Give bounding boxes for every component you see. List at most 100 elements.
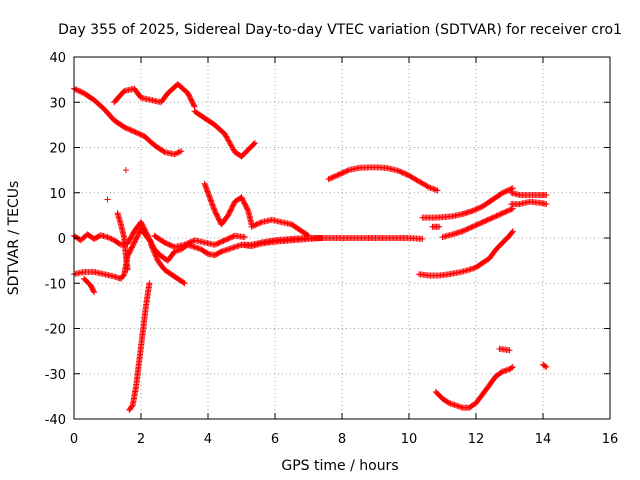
y-axis-label: SDTVAR / TECUs xyxy=(6,181,22,296)
x-tick-label: 4 xyxy=(204,432,212,447)
data-point xyxy=(174,150,181,157)
data-point xyxy=(497,211,504,218)
data-point xyxy=(167,242,174,249)
data-point xyxy=(248,223,255,230)
chart-title: Day 355 of 2025, Sidereal Day-to-day VTE… xyxy=(58,22,622,38)
data-point xyxy=(333,172,340,179)
data-point xyxy=(463,226,470,233)
data-point xyxy=(217,238,224,245)
data-point xyxy=(339,169,346,176)
data-point xyxy=(479,219,486,226)
data-point xyxy=(416,178,423,185)
data-point xyxy=(507,186,514,193)
data-point xyxy=(329,174,336,181)
data-point xyxy=(412,176,419,183)
data-point xyxy=(470,207,477,214)
data-point xyxy=(254,220,261,227)
data-point xyxy=(506,207,513,214)
data-point xyxy=(434,187,441,194)
data-point xyxy=(436,223,443,230)
data-point xyxy=(153,254,160,261)
data-point xyxy=(509,229,516,236)
data-point xyxy=(331,173,338,180)
data-point xyxy=(138,132,145,139)
data-point xyxy=(502,208,509,215)
data-point xyxy=(406,172,412,179)
data-point xyxy=(487,215,494,222)
data-point xyxy=(105,234,112,241)
data-point xyxy=(543,192,550,199)
y-tick-labels: 40 30 20 10 0 -10 -20 -30 -40 xyxy=(45,51,66,428)
data-point xyxy=(223,133,230,140)
data-point xyxy=(251,222,258,229)
data-point xyxy=(472,206,479,213)
data-point xyxy=(122,167,129,174)
data-point xyxy=(180,279,187,286)
data-point xyxy=(334,172,341,179)
data-point xyxy=(126,126,133,133)
data-point xyxy=(171,151,178,158)
data-point xyxy=(326,175,333,182)
data-point xyxy=(172,150,179,157)
data-point xyxy=(404,171,411,178)
data-point xyxy=(120,272,127,279)
data-point xyxy=(477,220,484,227)
data-point xyxy=(335,171,342,178)
data-point xyxy=(77,88,84,95)
y-tick-label: -40 xyxy=(45,413,66,428)
data-point xyxy=(152,252,159,259)
data-point xyxy=(178,148,185,155)
data-point xyxy=(147,238,154,245)
x-tick-label: 16 xyxy=(602,432,619,447)
data-point xyxy=(168,242,175,249)
data-point xyxy=(226,139,233,146)
data-point xyxy=(473,221,480,228)
data-point xyxy=(417,179,424,186)
data-point xyxy=(427,184,434,191)
data-point xyxy=(149,244,156,251)
data-point xyxy=(462,227,469,234)
data-point xyxy=(108,235,115,242)
data-point xyxy=(414,177,421,184)
x-tick-label: 6 xyxy=(271,432,279,447)
data-point xyxy=(475,220,482,227)
data-point xyxy=(189,238,196,245)
x-tick-label: 10 xyxy=(401,432,418,447)
data-point xyxy=(133,129,140,136)
data-point xyxy=(338,170,345,177)
data-point xyxy=(226,138,233,145)
data-point xyxy=(421,181,428,188)
data-point xyxy=(229,233,236,240)
data-point xyxy=(341,168,348,175)
x-tick-label: 8 xyxy=(338,432,346,447)
data-point xyxy=(135,130,142,137)
data-point xyxy=(473,206,480,213)
data-point xyxy=(403,171,410,178)
data-point xyxy=(165,241,172,248)
data-point xyxy=(482,218,489,225)
data-point xyxy=(121,124,128,131)
data-point xyxy=(395,168,402,175)
data-point xyxy=(485,216,492,223)
data-point xyxy=(153,253,160,260)
data-point xyxy=(182,241,189,248)
data-point xyxy=(494,212,501,219)
data-point xyxy=(411,175,418,182)
data-point xyxy=(130,128,137,135)
data-point xyxy=(469,223,476,230)
data-point xyxy=(123,125,130,132)
data-point xyxy=(330,173,337,180)
data-point xyxy=(74,87,81,94)
data-point xyxy=(136,130,143,137)
data-point xyxy=(181,280,188,287)
data-point xyxy=(229,145,236,152)
data-point xyxy=(477,204,484,211)
x-tick-label: 0 xyxy=(70,432,78,447)
data-point xyxy=(124,266,131,273)
data-point xyxy=(508,206,515,213)
data-point xyxy=(221,130,228,137)
data-point xyxy=(496,211,503,218)
data-point xyxy=(501,189,508,196)
data-point xyxy=(464,225,471,232)
data-point xyxy=(163,240,170,247)
